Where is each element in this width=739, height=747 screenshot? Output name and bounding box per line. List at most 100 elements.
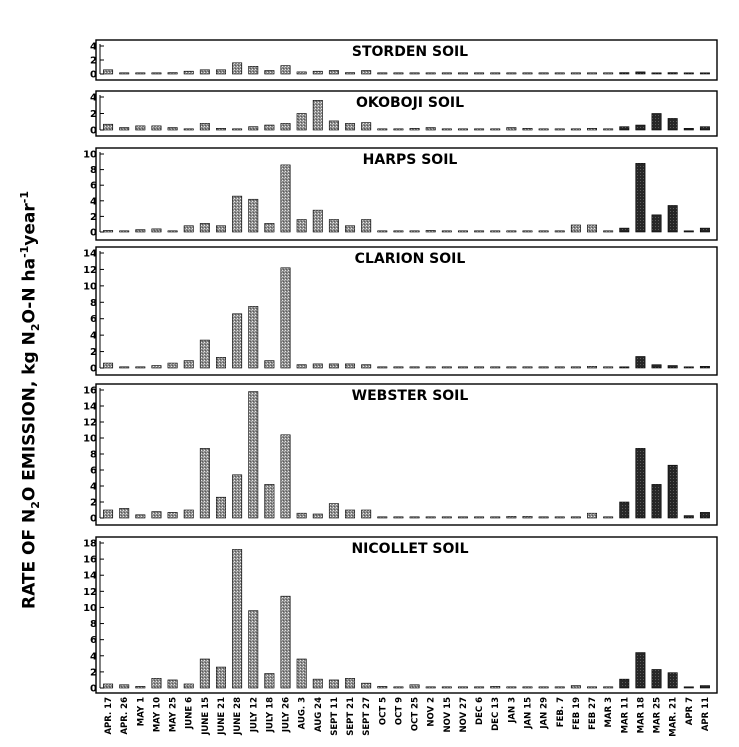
y-tick-label: 10 xyxy=(83,434,97,445)
bar-storden-soil-34 xyxy=(635,71,646,75)
bar-clarion-soil-18 xyxy=(377,366,388,369)
bar-okoboji-soil-6 xyxy=(183,128,194,131)
bar-nicollet-soil-14 xyxy=(312,678,323,689)
panel-frame xyxy=(95,246,718,376)
x-tick-label: JULY 12 xyxy=(249,697,259,733)
bar-harps-soil-26 xyxy=(506,230,517,233)
bar-storden-soil-26 xyxy=(506,72,517,75)
bar-nicollet-soil-22 xyxy=(441,686,452,689)
bar-storden-soil-8 xyxy=(216,69,226,75)
x-axis-tick-labels: APR. 17 APR. 26 MAY 1 MAY 10 MAY 25 JUNE 6 JUN… xyxy=(104,697,711,737)
bar-nicollet-soil-28 xyxy=(538,686,549,689)
bar-clarion-soil-16 xyxy=(345,363,356,369)
y-tick-label: 8 xyxy=(90,298,97,309)
bar-clarion-soil-32 xyxy=(603,366,614,369)
panel-frame xyxy=(95,147,718,241)
x-tick-label: MAR 11 xyxy=(620,697,630,733)
bar-harps-soil-13 xyxy=(296,219,307,233)
bar-webster-soil-14 xyxy=(312,513,323,519)
bar-harps-soil-35 xyxy=(651,214,662,233)
y-tick-label: 0 xyxy=(90,514,97,525)
bar-nicollet-soil-30 xyxy=(570,685,581,689)
bar-clarion-soil-4 xyxy=(151,365,162,369)
y-tick-label: 2 xyxy=(90,56,97,67)
panel-frame xyxy=(95,536,718,694)
bar-okoboji-soil-13 xyxy=(296,113,307,131)
y-tick-label: 2 xyxy=(90,498,97,509)
bar-clarion-soil-36 xyxy=(667,365,678,369)
bar-clarion-soil-14 xyxy=(312,363,323,369)
bar-webster-soil-18 xyxy=(377,516,388,519)
x-tick-label: AUG. 3 xyxy=(298,697,308,729)
bar-nicollet-soil-38 xyxy=(699,685,710,689)
bar-harps-soil-38 xyxy=(699,227,710,233)
bar-nicollet-soil-29 xyxy=(554,686,565,689)
bar-okoboji-soil-18 xyxy=(377,128,388,131)
bar-harps-soil-30 xyxy=(570,224,581,233)
bar-webster-soil-28 xyxy=(538,516,549,519)
bar-nicollet-soil-5 xyxy=(167,679,178,689)
bar-clarion-soil-33 xyxy=(619,366,630,369)
bar-nicollet-soil-19 xyxy=(393,686,404,689)
bar-harps-soil-10 xyxy=(248,198,259,233)
bar-webster-soil-15 xyxy=(328,503,339,519)
bar-harps-soil-25 xyxy=(490,230,501,233)
bar-nicollet-soil-8 xyxy=(216,666,226,689)
bar-okoboji-soil-5 xyxy=(167,127,178,131)
bar-webster-soil-1 xyxy=(103,509,114,519)
bar-webster-soil-23 xyxy=(457,516,468,519)
bar-webster-soil-5 xyxy=(167,512,178,519)
bar-harps-soil-20 xyxy=(409,230,420,233)
bar-webster-soil-11 xyxy=(264,484,275,519)
bar-harps-soil-11 xyxy=(264,223,275,233)
bar-okoboji-soil-14 xyxy=(312,100,323,131)
bar-nicollet-soil-3 xyxy=(135,686,146,689)
x-tick-label: OCT 5 xyxy=(378,697,388,725)
panel-okoboji-soil: 0 2 4 OKOBOJI SOIL xyxy=(90,90,718,137)
bar-clarion-soil-9 xyxy=(232,313,243,369)
panel-harps-soil: 0 2 4 6 8 10 HARPS SOIL xyxy=(83,147,718,241)
bar-nicollet-soil-36 xyxy=(667,672,678,689)
bar-nicollet-soil-13 xyxy=(296,658,307,689)
x-tick-label: SEPT 21 xyxy=(346,697,356,736)
y-tick-label: 2 xyxy=(90,109,97,120)
y-tick-label: 2 xyxy=(90,667,97,678)
bar-storden-soil-7 xyxy=(199,69,210,75)
x-tick-label: MAY 25 xyxy=(169,697,179,732)
x-tick-label: MAY 1 xyxy=(136,697,146,726)
bar-harps-soil-34 xyxy=(635,163,646,233)
bar-storden-soil-24 xyxy=(474,72,485,75)
x-tick-label: NOV 27 xyxy=(459,697,469,733)
bar-nicollet-soil-37 xyxy=(683,686,694,689)
bar-clarion-soil-15 xyxy=(328,363,339,369)
bar-nicollet-soil-26 xyxy=(506,686,517,689)
bar-nicollet-soil-20 xyxy=(409,684,420,689)
panel-frame xyxy=(95,39,718,81)
y-tick-label: 10 xyxy=(83,150,97,161)
x-tick-label: NOV 15 xyxy=(443,697,453,733)
y-tick-label: 12 xyxy=(83,265,97,276)
bar-webster-soil-6 xyxy=(183,509,194,519)
bar-nicollet-soil-31 xyxy=(587,686,598,689)
panel-title: STORDEN SOIL xyxy=(352,44,468,60)
panel-title: HARPS SOIL xyxy=(363,152,458,168)
x-tick-label: JULY 18 xyxy=(265,697,275,733)
bar-clarion-soil-13 xyxy=(296,364,307,369)
bar-okoboji-soil-21 xyxy=(425,127,436,131)
bar-clarion-soil-28 xyxy=(538,366,549,369)
bar-storden-soil-25 xyxy=(490,72,501,75)
bar-storden-soil-5 xyxy=(167,72,178,75)
bar-storden-soil-29 xyxy=(554,72,565,75)
bar-harps-soil-23 xyxy=(457,230,468,233)
y-tick-label: 4 xyxy=(90,331,97,342)
bar-webster-soil-17 xyxy=(361,509,372,519)
bar-harps-soil-7 xyxy=(199,223,210,233)
bar-storden-soil-20 xyxy=(409,72,420,75)
y-tick-label: 0 xyxy=(90,364,97,375)
panel-nicollet-soil: 0 2 4 6 8 10 12 14 16 18 NICOLLET SOIL xyxy=(83,536,718,695)
y-tick-label: 0 xyxy=(90,126,97,137)
bar-clarion-soil-20 xyxy=(409,366,420,369)
bar-harps-soil-8 xyxy=(216,225,226,233)
bar-webster-soil-2 xyxy=(119,508,130,519)
bar-clarion-soil-26 xyxy=(506,366,517,369)
